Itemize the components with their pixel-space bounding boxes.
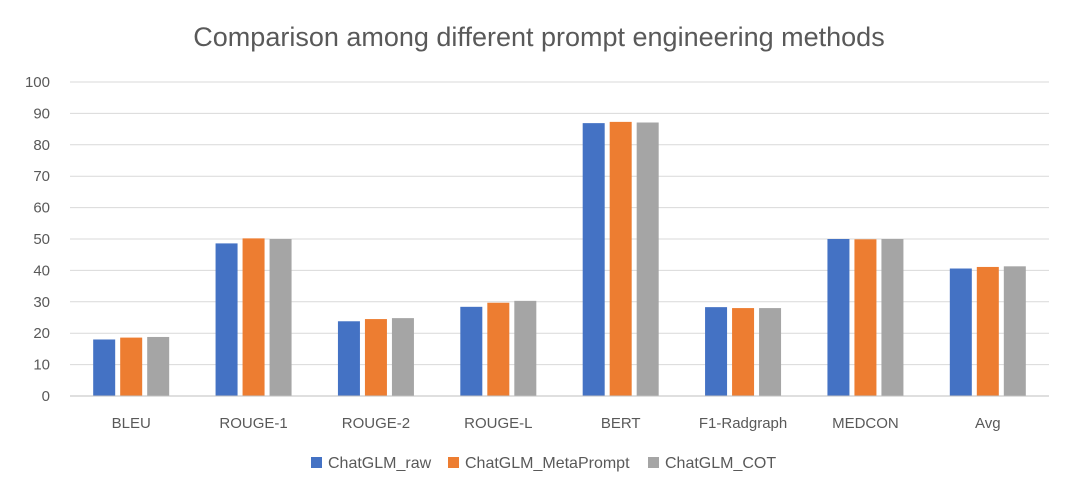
bar-ChatGLM_COT-MEDCON (881, 239, 904, 396)
y-tick-label: 80 (33, 137, 50, 154)
y-tick-label: 70 (33, 168, 50, 185)
y-tick-label: 40 (33, 262, 50, 279)
x-tick-label: ROUGE-2 (342, 415, 410, 432)
bar-ChatGLM_MetaPrompt-MEDCON (854, 239, 877, 396)
x-tick-label: ROUGE-1 (219, 415, 287, 432)
bar-ChatGLM_raw-BERT (582, 123, 605, 396)
x-tick-label: Avg (975, 415, 1001, 432)
bar-ChatGLM_raw-F1-Radgraph (705, 307, 728, 396)
bar-ChatGLM_MetaPrompt-BERT (609, 121, 632, 397)
y-tick-label: 100 (25, 74, 50, 91)
bar-ChatGLM_raw-MEDCON (827, 239, 850, 396)
x-tick-label: MEDCON (832, 415, 899, 432)
bar-ChatGLM_COT-ROUGE-L (514, 300, 537, 396)
bar-ChatGLM_COT-BLEU (147, 336, 170, 396)
bar-ChatGLM_raw-Avg (949, 268, 972, 396)
y-tick-label: 30 (33, 294, 50, 311)
y-tick-label: 20 (33, 325, 50, 342)
legend-swatch-ChatGLM_COT (648, 457, 659, 468)
legend-swatch-ChatGLM_MetaPrompt (448, 457, 459, 468)
legend: ChatGLM_raw ChatGLM_MetaPrompt ChatGLM_COT (311, 455, 776, 472)
x-axis-ticks: BLEU ROUGE-1 ROUGE-2 ROUGE-L BERT F1-Radgraph… (112, 415, 1001, 432)
legend-swatch-ChatGLM_raw (311, 457, 322, 468)
bar-ChatGLM_MetaPrompt-ROUGE-2 (364, 319, 387, 396)
y-tick-label: 60 (33, 200, 50, 217)
bar-ChatGLM_COT-ROUGE-1 (269, 239, 292, 396)
legend-label: ChatGLM_raw (328, 455, 432, 472)
bar-ChatGLM_raw-ROUGE-2 (337, 321, 360, 396)
bar-ChatGLM_COT-ROUGE-2 (391, 318, 414, 396)
bar-ChatGLM_COT-F1-Radgraph (759, 308, 782, 396)
y-tick-label: 0 (42, 388, 50, 405)
y-tick-label: 10 (33, 357, 50, 374)
y-axis-ticks: 0 10 20 30 40 50 60 70 80 90 100 (25, 74, 50, 405)
x-tick-label: BLEU (112, 415, 151, 432)
bar-ChatGLM_raw-ROUGE-L (460, 306, 483, 396)
bars (93, 121, 1026, 397)
y-tick-label: 90 (33, 105, 50, 122)
bar-ChatGLM_raw-ROUGE-1 (215, 243, 238, 396)
bar-ChatGLM_COT-BERT (636, 122, 659, 397)
chart-title: Comparison among different prompt engine… (193, 22, 884, 52)
legend-label: ChatGLM_COT (665, 455, 776, 472)
bar-ChatGLM_MetaPrompt-BLEU (120, 337, 143, 396)
y-tick-label: 50 (33, 231, 50, 248)
bar-ChatGLM_MetaPrompt-Avg (976, 266, 999, 396)
bar-ChatGLM_MetaPrompt-ROUGE-L (487, 302, 510, 396)
bar-ChatGLM_MetaPrompt-F1-Radgraph (732, 308, 755, 396)
bar-ChatGLM_raw-BLEU (93, 339, 116, 396)
bar-ChatGLM_COT-Avg (1003, 266, 1026, 396)
x-tick-label: BERT (601, 415, 641, 432)
legend-label: ChatGLM_MetaPrompt (465, 455, 630, 472)
bar-ChatGLM_MetaPrompt-ROUGE-1 (242, 238, 265, 396)
x-tick-label: F1-Radgraph (699, 415, 787, 432)
x-tick-label: ROUGE-L (464, 415, 532, 432)
